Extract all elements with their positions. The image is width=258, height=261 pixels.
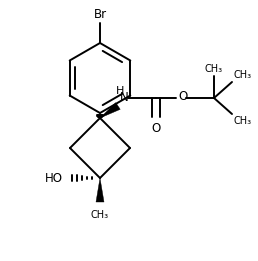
Text: CH₃: CH₃ xyxy=(205,64,223,74)
Text: CH₃: CH₃ xyxy=(234,70,252,80)
Polygon shape xyxy=(96,178,104,202)
Text: O: O xyxy=(178,91,187,104)
Polygon shape xyxy=(100,103,120,118)
Text: CH₃: CH₃ xyxy=(91,210,109,220)
Text: CH₃: CH₃ xyxy=(234,116,252,126)
Text: Br: Br xyxy=(93,8,107,21)
Text: HO: HO xyxy=(45,171,63,185)
Text: H: H xyxy=(116,86,124,96)
Text: O: O xyxy=(151,122,161,135)
Text: N: N xyxy=(120,91,129,104)
